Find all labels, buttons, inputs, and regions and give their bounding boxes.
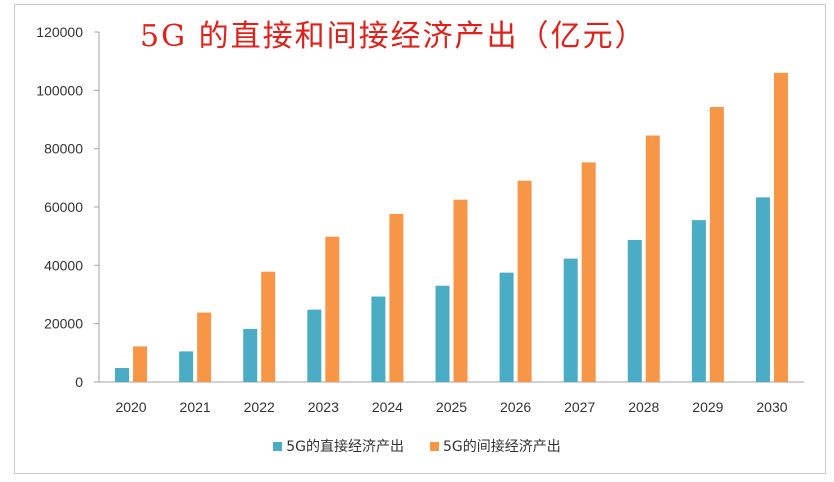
bar-direct-2025 [435, 285, 450, 382]
bar-indirect-2029 [709, 106, 724, 382]
bar-direct-2021 [179, 351, 194, 382]
legend-label-direct: 5G的直接经济产出 [286, 439, 404, 455]
legend-swatch-direct [273, 441, 283, 451]
x-tick-label: 2028 [628, 399, 659, 415]
x-tick-label: 2023 [308, 399, 339, 415]
y-tick-label: 80000 [44, 141, 83, 157]
x-tick-label: 2022 [244, 399, 275, 415]
bar-direct-2026 [499, 272, 514, 382]
bar-direct-2027 [563, 258, 578, 382]
bar-direct-2023 [307, 309, 322, 382]
legend-item-direct: 5G的直接经济产出 [273, 436, 404, 456]
bar-indirect-2026 [517, 180, 532, 382]
bar-direct-2022 [243, 328, 258, 382]
bar-direct-2030 [755, 197, 770, 382]
y-tick-label: 100000 [36, 82, 83, 98]
bar-direct-2029 [691, 220, 706, 382]
bar-indirect-2020 [133, 346, 148, 382]
legend-label-indirect: 5G的间接经济产出 [443, 439, 561, 455]
y-tick-label: 20000 [44, 316, 83, 332]
chart-frame [14, 4, 826, 474]
bar-direct-2020 [115, 368, 130, 382]
x-tick-label: 2021 [180, 399, 211, 415]
bars [115, 72, 788, 382]
bar-indirect-2025 [453, 199, 468, 382]
x-tick-label: 2030 [756, 399, 787, 415]
y-axis-ticks: 0 20000 40000 60000 80000 100000 120000 [36, 24, 99, 390]
y-tick-label: 120000 [36, 24, 83, 40]
y-tick-label: 0 [75, 374, 83, 390]
x-tick-label: 2024 [372, 399, 403, 415]
bar-indirect-2022 [261, 271, 276, 382]
y-tick-label: 40000 [44, 257, 83, 273]
x-tick-label: 2020 [115, 399, 146, 415]
x-tick-label: 2025 [436, 399, 467, 415]
bar-direct-2028 [627, 239, 642, 382]
bar-indirect-2030 [773, 72, 788, 382]
bar-direct-2024 [371, 296, 386, 382]
chart-title: 5G 的直接和间接经济产出（亿元） [140, 19, 647, 54]
x-axis-ticks: 2020 2021 2022 2023 2024 2025 2026 2027 2028 2029… [115, 399, 787, 415]
x-tick-label: 2026 [500, 399, 531, 415]
legend-item-indirect: 5G的间接经济产出 [430, 436, 561, 456]
x-tick-label: 2027 [564, 399, 595, 415]
bar-indirect-2021 [197, 312, 212, 382]
bar-indirect-2028 [645, 135, 660, 382]
legend: 5G的直接经济产出 5G的间接经济产出 [0, 432, 834, 460]
bar-indirect-2023 [325, 236, 340, 382]
legend-swatch-indirect [430, 441, 439, 451]
bar-indirect-2024 [389, 214, 404, 382]
y-tick-label: 60000 [44, 199, 83, 215]
bar-indirect-2027 [581, 162, 596, 382]
x-tick-label: 2029 [692, 399, 723, 415]
